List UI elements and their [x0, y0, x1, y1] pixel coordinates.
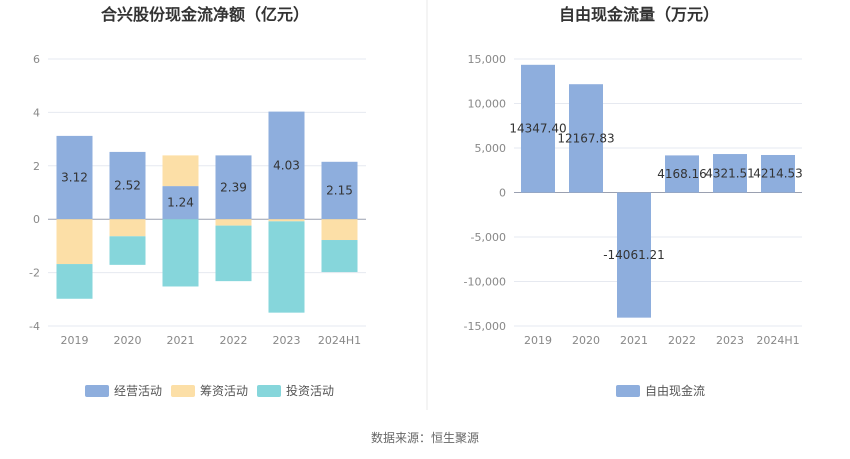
y-tick-label: -4: [29, 320, 40, 333]
data-label: 4321.51: [705, 166, 755, 180]
bar-0-2-4: [268, 221, 305, 313]
bar-0-1-1: [109, 219, 146, 237]
x-tick-label: 2022: [220, 334, 248, 347]
legend-swatch-1-0: [616, 385, 640, 397]
y-tick-label: -5,000: [471, 231, 506, 244]
data-label: -14061.21: [603, 248, 665, 262]
bar-0-0-2: [162, 186, 199, 220]
legend-swatch-0-0: [85, 385, 109, 397]
bar-1-0-1: [569, 84, 603, 193]
x-tick-label: 2019: [61, 334, 89, 347]
data-label: 2.15: [326, 183, 353, 197]
legend-swatch-0-1: [171, 385, 195, 397]
bar-0-0-3: [215, 155, 252, 220]
y-tick-label: 0: [499, 187, 506, 200]
legend-label: 筹资活动: [200, 384, 248, 398]
data-label: 2.39: [220, 180, 247, 194]
bar-0-1-5: [321, 219, 358, 241]
x-tick-label: 2022: [668, 334, 696, 347]
cash-flow-chart: 合兴股份现金流净额（亿元） -4 -2 0 2 4 6 2019 2020 2021 2022 202…: [29, 5, 366, 398]
x-tick-label: 2024H1: [318, 334, 361, 347]
free-cash-flow-chart: 自由现金流量（万元） -15,000 -10,000 -5,000 0 5,000 10,0…: [464, 5, 803, 398]
bar-0-1-4: [268, 219, 305, 222]
bar-0-2-2: [162, 219, 199, 287]
y-tick-label: 15,000: [468, 53, 507, 66]
data-label: 2.52: [114, 179, 141, 193]
bar-0-2-0: [56, 264, 93, 299]
y-tick-label: 0: [33, 213, 40, 226]
y-tick-label: 10,000: [468, 98, 507, 111]
x-tick-label: 2023: [273, 334, 301, 347]
legend-swatch-0-2: [257, 385, 281, 397]
x-tick-label: 2023: [716, 334, 744, 347]
bar-0-0-1: [109, 151, 146, 220]
bar-0-1-3: [215, 219, 252, 226]
y-tick-label: -15,000: [464, 320, 506, 333]
y-tick-label: 6: [33, 53, 40, 66]
x-tick-label: 2020: [114, 334, 142, 347]
bar-0-0-0: [56, 135, 93, 220]
y-tick-label: 5,000: [475, 142, 507, 155]
y-tick-label: 2: [33, 160, 40, 173]
bar-0-2-1: [109, 236, 146, 265]
y-tick-label: -10,000: [464, 276, 506, 289]
y-tick-label: -2: [29, 267, 40, 280]
bar-1-0-0: [521, 64, 555, 193]
x-tick-label: 2021: [620, 334, 648, 347]
data-label: 1.24: [167, 196, 194, 210]
data-label: 4.03: [273, 158, 300, 172]
bar-0-1-2: [162, 155, 199, 187]
bar-0-0-4: [268, 111, 305, 220]
bar-0-0-5: [321, 161, 358, 220]
data-label: 4168.16: [657, 167, 707, 181]
x-tick-label: 2020: [572, 334, 600, 347]
bar-1-0-3: [665, 155, 699, 193]
x-tick-label: 2024H1: [756, 334, 799, 347]
x-tick-label: 2021: [167, 334, 195, 347]
legend-label: 投资活动: [286, 383, 334, 398]
bar-0-2-5: [321, 240, 358, 273]
data-label: 14347.40: [509, 122, 566, 136]
y-tick-label: 4: [33, 106, 40, 119]
bar-1-0-4: [713, 154, 747, 193]
data-label: 4214.53: [753, 167, 803, 181]
bar-0-1-0: [56, 219, 93, 265]
bar-0-2-3: [215, 225, 252, 282]
legend-label: 经营活动: [114, 384, 162, 398]
bar-1-0-2: [617, 192, 651, 318]
bar-1-0-5: [761, 154, 795, 193]
data-label: 3.12: [61, 171, 88, 185]
chart-title: 自由现金流量（万元）: [559, 5, 719, 24]
source-note: 数据来源：恒生聚源: [371, 430, 479, 445]
x-tick-label: 2019: [524, 334, 552, 347]
legend-label: 自由现金流: [645, 383, 705, 398]
data-label: 12167.83: [557, 131, 614, 145]
chart-title: 合兴股份现金流净额（亿元）: [101, 5, 309, 24]
